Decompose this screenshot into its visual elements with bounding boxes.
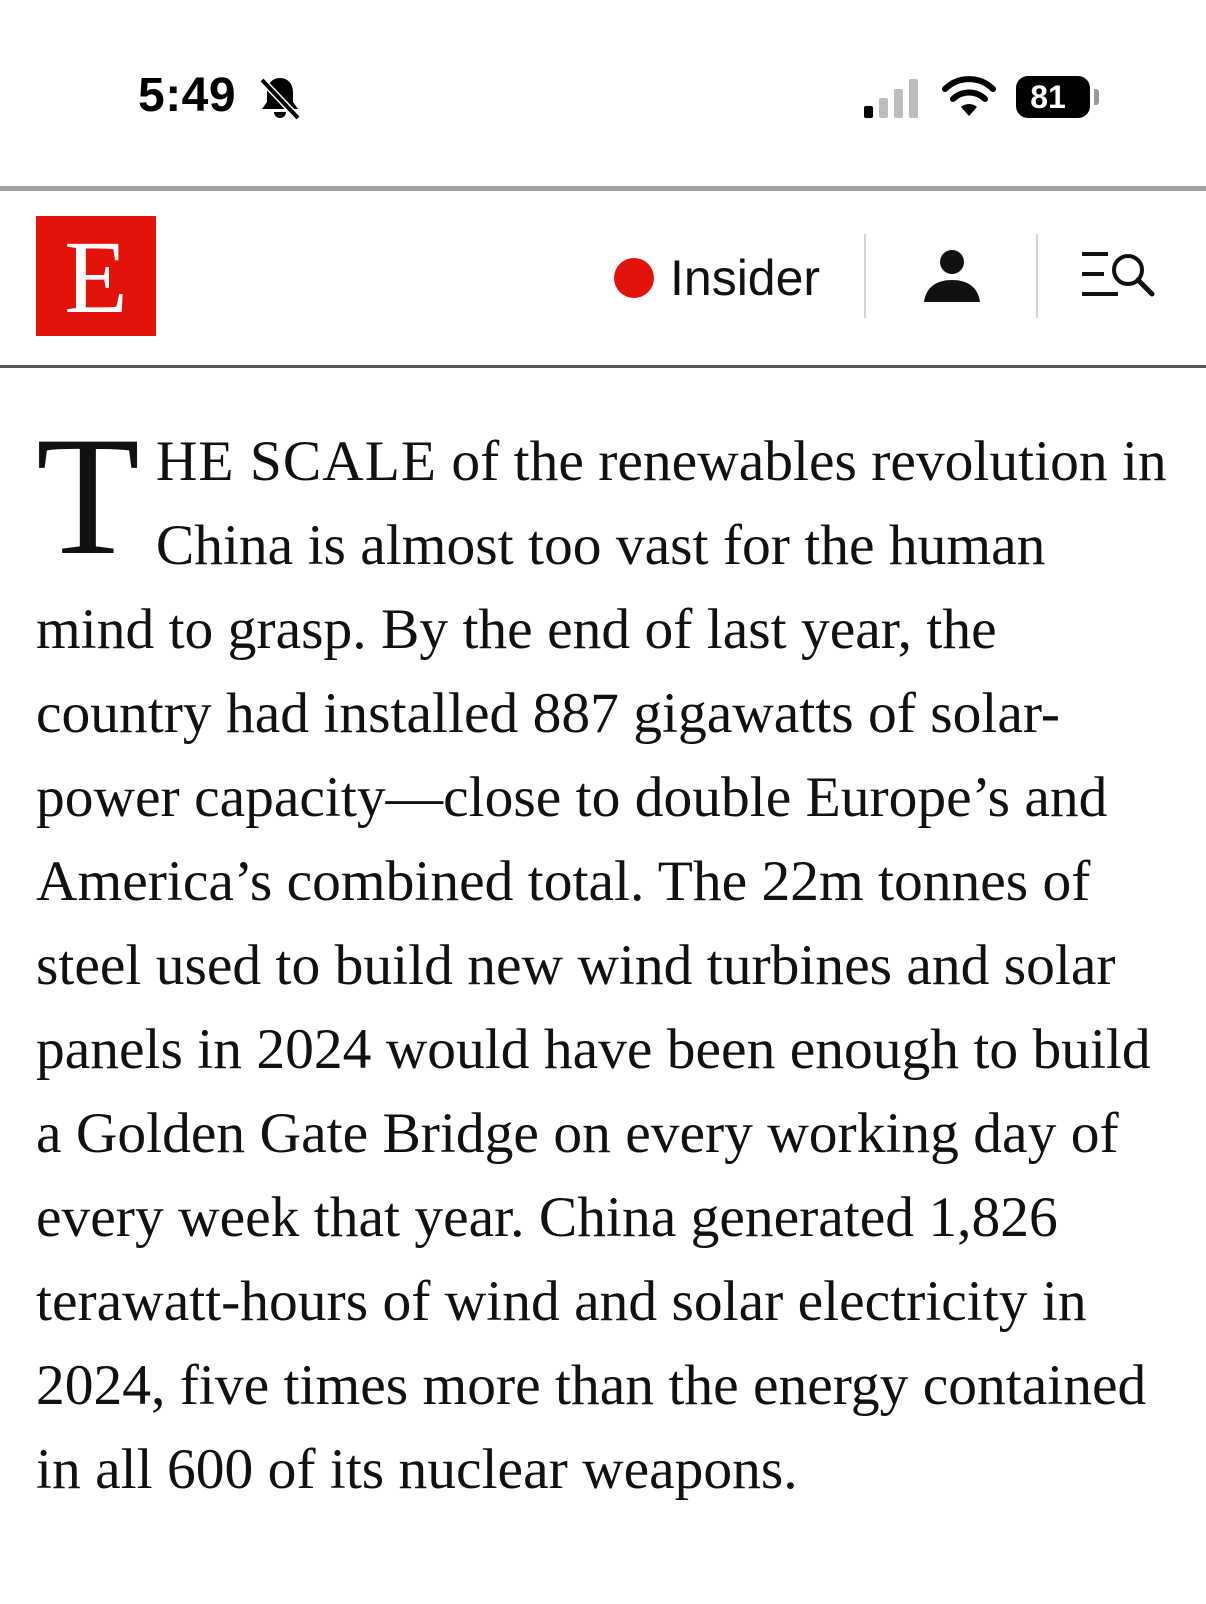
header-divider	[864, 234, 866, 318]
site-header	[0, 191, 1206, 365]
battery-icon: 81	[1016, 76, 1090, 118]
economist-logo[interactable]: E	[36, 216, 156, 336]
bell-slash-icon	[259, 77, 301, 121]
logo-letter: E	[64, 220, 128, 335]
insider-label: Insider	[670, 250, 821, 306]
wifi-icon	[942, 76, 996, 116]
drop-cap: T	[36, 402, 140, 590]
menu-search-icon[interactable]	[1082, 250, 1162, 300]
battery-cap	[1094, 89, 1099, 105]
red-dot-icon	[614, 258, 654, 298]
status-bar: 5:49 81	[0, 0, 1206, 186]
cellular-signal-icon	[864, 79, 918, 118]
battery-level: 81	[1030, 79, 1066, 115]
account-icon[interactable]	[922, 248, 982, 304]
insider-link[interactable]: Insider	[614, 248, 820, 308]
header-divider	[1036, 234, 1038, 318]
header-bottom-rule	[0, 365, 1206, 368]
article-body: T HE SCALE of the renewables revolution …	[36, 402, 1176, 1512]
status-time: 5:49	[138, 69, 237, 122]
lead-smallcaps: HE SCALE	[155, 430, 437, 493]
header-top-rule	[0, 186, 1206, 191]
article-paragraph: of the renewables revolution in China is…	[36, 430, 1167, 1501]
